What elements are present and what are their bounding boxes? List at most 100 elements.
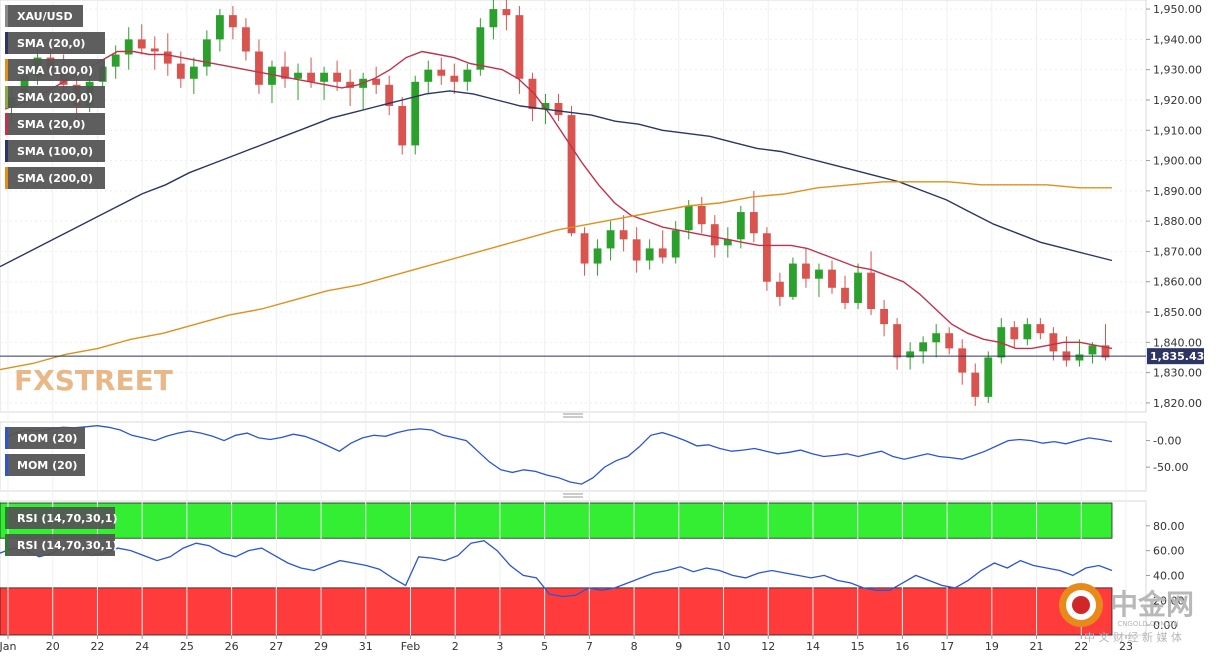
price-tick-label: 1,900.00: [1153, 155, 1202, 168]
candle-body: [749, 212, 758, 234]
price-tick-label: 1,940.00: [1153, 33, 1202, 46]
time-tick-label: Feb: [401, 640, 420, 653]
candle-body: [255, 51, 263, 85]
candle: [723, 227, 732, 258]
legend-item-mom[interactable]: MOM (20): [5, 454, 85, 476]
time-tick-label: 23: [1119, 640, 1133, 653]
candle: [137, 24, 146, 55]
time-tick-label: 27: [269, 640, 283, 653]
legend-item-rsi-label: RSI (14,70,30,1): [17, 512, 117, 525]
candle-body: [150, 48, 159, 52]
rsi-tick-label: 80.00: [1153, 520, 1185, 533]
time-tick-label: 3: [496, 640, 503, 653]
legend-item-rsi[interactable]: RSI (14,70,30,1): [5, 534, 117, 556]
price-layer: [0, 0, 1146, 406]
candle: [372, 66, 381, 94]
rsi-line: [0, 540, 1113, 598]
legend-item-mom-bg: [5, 427, 85, 449]
legend-item-main[interactable]: SMA (200,0): [5, 167, 105, 189]
candle-body: [593, 248, 602, 264]
time-tick-label: 15: [851, 640, 865, 653]
axis-layer: 1,820.00 1,830.00 1,840.00 1,850.00 1,860.00…: [0, 3, 1204, 653]
price-tick-label: 1,950.00: [1153, 3, 1202, 16]
candle: [567, 106, 576, 237]
legend-item-main[interactable]: SMA (200,0): [5, 86, 105, 108]
candle: [815, 263, 823, 297]
price-tick-label: 1,860.00: [1153, 276, 1202, 289]
candle: [463, 63, 472, 91]
legend-item-main[interactable]: SMA (20,0): [5, 32, 105, 54]
legend-item-main-swatch: [5, 59, 8, 81]
candle-body: [189, 66, 198, 79]
candle-body: [684, 206, 693, 231]
legend-item-main-label: SMA (200,0): [17, 91, 93, 104]
legend-item-main-bg: [5, 167, 105, 189]
candle: [502, 0, 511, 31]
candle-body: [372, 78, 381, 85]
candle: [255, 39, 263, 94]
candle: [346, 69, 355, 107]
time-tick-label: 21: [1030, 640, 1044, 653]
legend-item-rsi-bg: [5, 507, 115, 529]
time-tick-label: 8: [631, 640, 638, 653]
candle-body: [437, 69, 446, 76]
candle: [1023, 318, 1032, 346]
candle-body: [515, 15, 524, 79]
candle-body: [320, 72, 328, 82]
candle: [528, 72, 537, 122]
candle-body: [333, 72, 342, 82]
time-tick-label: 5: [541, 640, 548, 653]
price-tick-label: 1,840.00: [1153, 336, 1202, 349]
candle-body: [346, 81, 355, 88]
legend-item-main[interactable]: SMA (100,0): [5, 59, 105, 81]
legend-item-rsi[interactable]: RSI (14,70,30,1): [5, 507, 117, 529]
candle: [150, 36, 159, 70]
panel-splitter-2[interactable]: [563, 493, 583, 498]
watermark: FXSTREET: [14, 364, 173, 397]
candle-body: [1101, 345, 1110, 358]
candle: [489, 0, 498, 40]
candle: [1088, 342, 1097, 364]
price-tick-label: 1,830.00: [1153, 367, 1202, 380]
legend-item-mom[interactable]: MOM (20): [5, 427, 85, 449]
candle: [450, 63, 459, 94]
candle-body: [215, 15, 224, 40]
time-tick-label: 17: [940, 640, 954, 653]
legend-item-main-swatch: [5, 113, 8, 135]
candle-body: [489, 9, 498, 28]
legend-item-main[interactable]: SMA (100,0): [5, 140, 105, 162]
legend-layer: XAU/USD SMA (20,0) SMA (100,0) SMA (200,0) S…: [5, 5, 117, 556]
candle-body: [841, 287, 849, 303]
candle-body: [385, 84, 394, 107]
last-price-tag: [1147, 348, 1204, 365]
candle-body: [281, 66, 289, 79]
legend-item-main[interactable]: SMA (20,0): [5, 113, 105, 135]
price-tick-label: 1,870.00: [1153, 245, 1202, 258]
candle-body: [723, 239, 732, 246]
candle: [320, 66, 328, 100]
candle: [945, 327, 954, 355]
candle: [580, 227, 589, 276]
legend-item-main[interactable]: XAU/USD: [5, 5, 83, 27]
panel-splitter-1[interactable]: [563, 413, 583, 418]
legend-item-main-swatch: [5, 167, 8, 189]
legend-item-main-label: SMA (100,0): [17, 145, 93, 158]
candle-body: [802, 263, 810, 279]
time-tick-label: 31: [359, 640, 373, 653]
legend-item-rsi-swatch: [5, 534, 8, 556]
candle: [1010, 321, 1019, 349]
time-tick-label: 14: [806, 640, 820, 653]
candle-body: [815, 269, 823, 279]
candle-body: [528, 78, 537, 110]
mom-tick-label: -0.00: [1153, 435, 1181, 448]
sma-100-line: [0, 90, 1113, 268]
candle-body: [137, 39, 146, 49]
candle-body: [893, 324, 902, 358]
candle: [775, 272, 784, 306]
candle: [880, 299, 888, 337]
candle-body: [828, 269, 836, 288]
candle: [202, 30, 211, 76]
candle-body: [242, 27, 250, 52]
candle-body: [424, 69, 433, 82]
legend-item-main-swatch: [5, 86, 8, 108]
